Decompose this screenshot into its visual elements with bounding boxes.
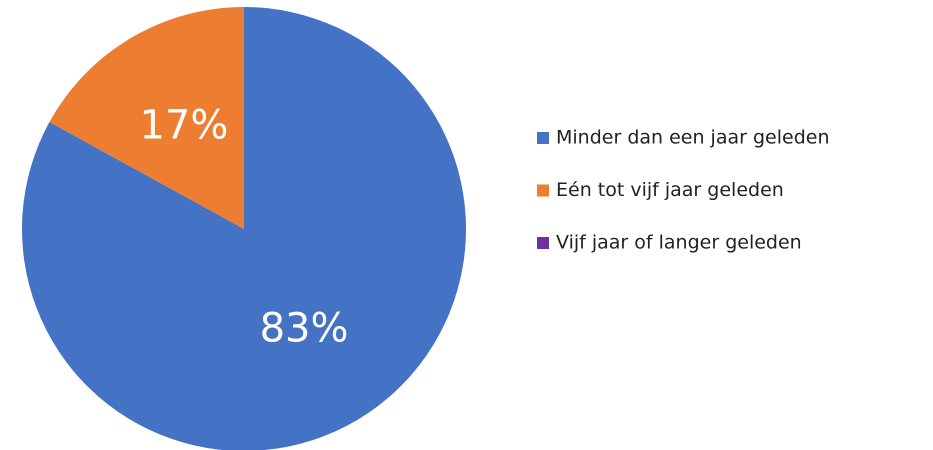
legend-label: Vijf jaar of langer geleden — [556, 232, 802, 254]
legend-swatch — [537, 184, 549, 197]
pie-slice — [49, 7, 244, 229]
legend-swatch — [537, 237, 549, 249]
slice-label: 83% — [260, 306, 349, 352]
slice-label: 17% — [139, 102, 228, 148]
pie-slice — [22, 7, 466, 450]
legend-swatch — [537, 132, 549, 144]
legend-label: Minder dan een jaar geleden — [556, 127, 830, 149]
legend-label: Eén tot vijf jaar geleden — [556, 179, 784, 201]
